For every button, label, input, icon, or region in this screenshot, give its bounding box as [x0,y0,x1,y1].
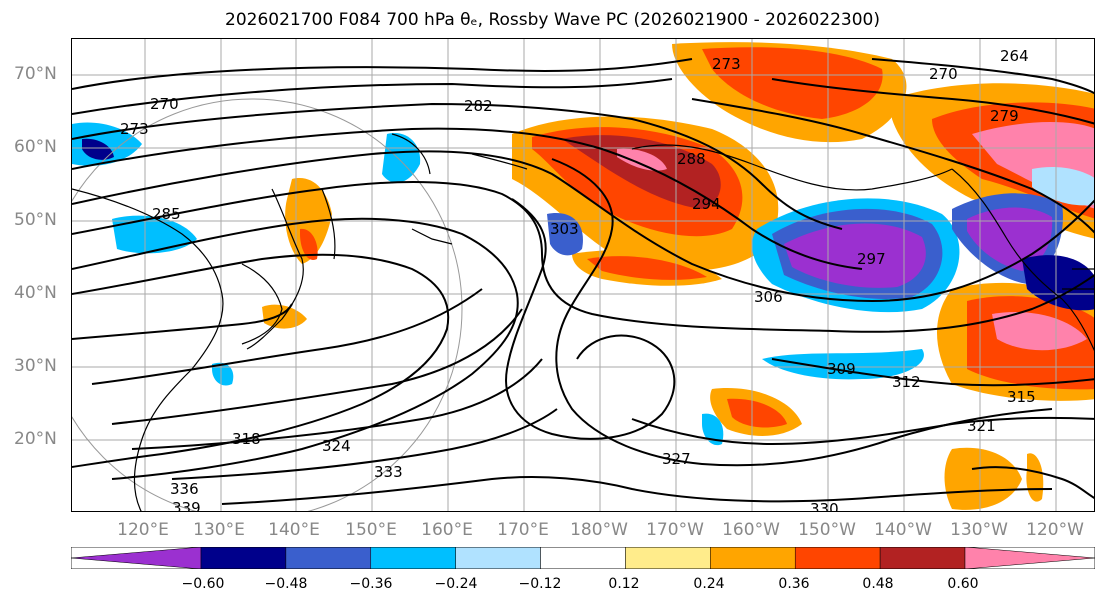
lon-label-140e: 140°E [268,520,320,540]
colorbar-segment [879,547,966,569]
colorbar-tick: −0.60 [181,576,225,592]
contour-label: 330 [810,500,839,512]
contour-label: 270 [150,95,179,113]
lat-label-50n: 50°N [14,210,57,230]
colorbar-tick: 0.48 [862,576,894,592]
contour-label: 273 [712,55,741,73]
lon-label-120e: 120°E [117,520,169,540]
contour-label: 306 [754,288,783,306]
lat-label-70n: 70°N [14,64,57,84]
colorbar-tick: 0.36 [778,576,810,592]
colorbar-tick: −0.36 [349,576,393,592]
colorbar-cap-high [964,547,1095,569]
contour-label: 264 [1000,47,1029,65]
colorbar-tick: −0.24 [434,576,478,592]
theta-e-map: 270 273 282 285 288 294 297 303 306 309 … [72,39,1094,512]
colorbar-segment [200,547,287,569]
lon-label-170w: 170°W [646,520,704,540]
contour-label: 336 [170,480,199,498]
colorbar-segment [794,547,881,569]
lon-label-150w: 150°W [798,520,856,540]
contour-label: 279 [990,107,1019,125]
colorbar-segment [370,547,456,569]
colorbar-tick: 0.60 [947,576,979,592]
colorbar [71,547,1095,569]
contour-label: 321 [967,417,996,435]
lon-label-160e: 160°E [421,520,473,540]
contour-label: 285 [152,205,181,223]
contour-label: 327 [662,450,691,468]
colorbar-cap-low [71,547,202,569]
contour-label: 297 [857,250,886,268]
lat-label-60n: 60°N [14,137,57,157]
lon-label-170e: 170°E [497,520,549,540]
lat-label-20n: 20°N [14,429,57,449]
colorbar-tick: −0.48 [264,576,308,592]
contour-label: 273 [120,120,149,138]
colorbar-segment [710,547,796,569]
colorbar-segment [285,547,372,569]
lat-label-40n: 40°N [14,283,57,303]
contour-label: 324 [322,437,351,455]
contour-label: 333 [374,463,403,481]
colorbar-segment [455,547,541,569]
contour-label: 282 [464,97,493,115]
contour-label: 303 [550,220,579,238]
lon-label-150e: 150°E [345,520,397,540]
colorbar-tick: 0.12 [608,576,640,592]
colorbar-tick: 0.24 [693,576,725,592]
colorbar-segment [540,547,626,569]
colorbar-segment [625,547,711,569]
contour-label: 270 [929,65,958,83]
contour-label: 288 [677,150,706,168]
colorbar-tick: −0.12 [518,576,562,592]
contour-label: 312 [892,373,921,391]
coastlines [72,133,1094,511]
lon-label-160w: 160°W [722,520,780,540]
lon-label-130w: 130°W [950,520,1008,540]
contour-label: 339 [172,499,201,512]
contour-labels: 270 273 282 285 288 294 297 303 306 309 … [120,47,1036,512]
theta-e-contours [72,58,1094,505]
contour-label: 315 [1007,388,1036,406]
lon-label-140w: 140°W [874,520,932,540]
map-title: 2026021700 F084 700 hPa θₑ, Rossby Wave … [225,10,880,30]
lat-label-30n: 30°N [14,356,57,376]
map-panel: 270 273 282 285 288 294 297 303 306 309 … [71,38,1095,512]
contour-label: 294 [692,195,721,213]
lon-label-120w: 120°W [1026,520,1084,540]
lon-label-130e: 130°E [193,520,245,540]
lon-label-180w: 180°W [570,520,628,540]
contour-label: 309 [827,360,856,378]
contour-label: 318 [232,430,261,448]
